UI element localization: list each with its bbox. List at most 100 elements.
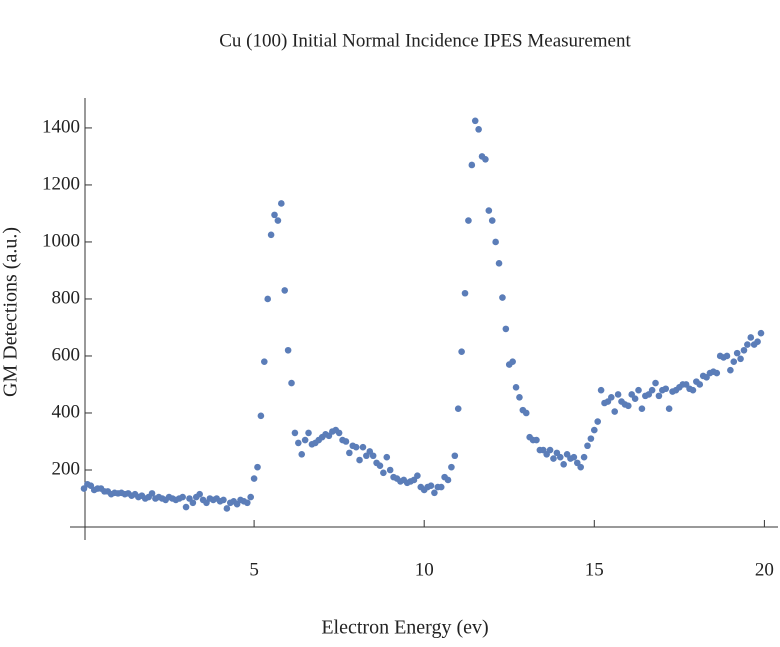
- data-point: [257, 412, 265, 420]
- data-point: [454, 405, 462, 413]
- data-point: [346, 449, 353, 457]
- data-point: [383, 453, 391, 461]
- data-point: [727, 366, 734, 374]
- data-point: [648, 386, 656, 394]
- data-point: [298, 451, 306, 458]
- data-point: [471, 117, 479, 125]
- data-point: [444, 476, 452, 484]
- data-point: [625, 402, 632, 410]
- data-point: [495, 260, 503, 267]
- data-point: [509, 358, 516, 365]
- data-point: [284, 346, 292, 354]
- data-point: [369, 452, 377, 460]
- data-point: [243, 499, 251, 507]
- data-point: [740, 346, 748, 354]
- data-point: [590, 426, 598, 434]
- data-point: [652, 379, 659, 387]
- data-point: [475, 126, 482, 133]
- data-point: [587, 435, 595, 442]
- data-point: [594, 418, 601, 425]
- data-point: [482, 155, 489, 163]
- data-point: [264, 295, 272, 303]
- data-point: [359, 443, 367, 451]
- y-tick-label: 400: [52, 401, 81, 422]
- data-point: [189, 499, 197, 507]
- data-point: [376, 462, 384, 470]
- data-point: [414, 472, 421, 479]
- data-point: [223, 505, 231, 512]
- data-point: [485, 207, 493, 214]
- data-point: [301, 436, 309, 444]
- y-tick-label: 600: [52, 344, 81, 365]
- data-point: [247, 493, 254, 501]
- data-point: [488, 217, 496, 224]
- data-point: [335, 429, 343, 437]
- data-point: [305, 429, 312, 437]
- data-point: [754, 338, 761, 346]
- data-point: [533, 436, 540, 444]
- data-point: [468, 161, 476, 169]
- data-point: [448, 463, 455, 471]
- data-point: [512, 384, 520, 391]
- data-point: [182, 503, 190, 511]
- data-point: [635, 386, 642, 394]
- data-point: [584, 442, 591, 450]
- data-point: [546, 446, 554, 454]
- data-point: [580, 453, 588, 461]
- data-point: [723, 352, 731, 360]
- data-point: [502, 325, 510, 333]
- data-point: [220, 496, 227, 504]
- data-point: [274, 217, 282, 224]
- data-point: [730, 358, 738, 365]
- data-point: [516, 394, 523, 401]
- data-point: [380, 469, 387, 477]
- data-point: [560, 460, 567, 468]
- x-tick-label: 15: [585, 559, 604, 580]
- data-point: [556, 453, 564, 461]
- data-point: [492, 238, 499, 246]
- data-point: [757, 329, 765, 337]
- data-point: [431, 489, 438, 497]
- data-point: [267, 231, 275, 239]
- data-point: [713, 369, 721, 377]
- data-point: [179, 493, 186, 501]
- data-point: [631, 395, 639, 403]
- data-point: [465, 217, 472, 224]
- data-point: [696, 381, 704, 388]
- data-point: [148, 490, 156, 497]
- data-point: [689, 386, 697, 394]
- y-tick-label: 1200: [42, 173, 80, 194]
- data-point: [386, 466, 394, 474]
- data-point: [611, 408, 619, 415]
- data-point: [254, 463, 261, 471]
- data-point: [437, 483, 445, 491]
- data-point: [550, 455, 557, 462]
- data-point: [522, 409, 530, 417]
- data-point: [662, 385, 670, 393]
- data-point: [655, 392, 663, 400]
- y-tick-label: 1000: [42, 230, 80, 251]
- data-point: [427, 482, 435, 489]
- data-point: [250, 475, 258, 482]
- data-point: [461, 289, 469, 297]
- data-point: [342, 438, 350, 445]
- data-point: [665, 405, 673, 413]
- data-point: [614, 391, 622, 398]
- data-point: [737, 355, 744, 363]
- data-point: [608, 394, 615, 401]
- data-point: [733, 349, 741, 357]
- data-point: [451, 452, 459, 460]
- data-point: [196, 490, 203, 498]
- data-point: [570, 453, 578, 461]
- chart-title: Cu (100) Initial Normal Incidence IPES M…: [219, 30, 631, 51]
- data-point: [577, 463, 584, 471]
- data-point: [458, 348, 465, 355]
- data-point: [288, 379, 295, 387]
- data-point: [278, 200, 285, 207]
- data-point: [747, 334, 755, 341]
- data-point: [281, 287, 289, 294]
- data-point: [499, 294, 506, 301]
- x-tick-label: 10: [415, 559, 434, 580]
- x-tick-label: 5: [249, 559, 259, 580]
